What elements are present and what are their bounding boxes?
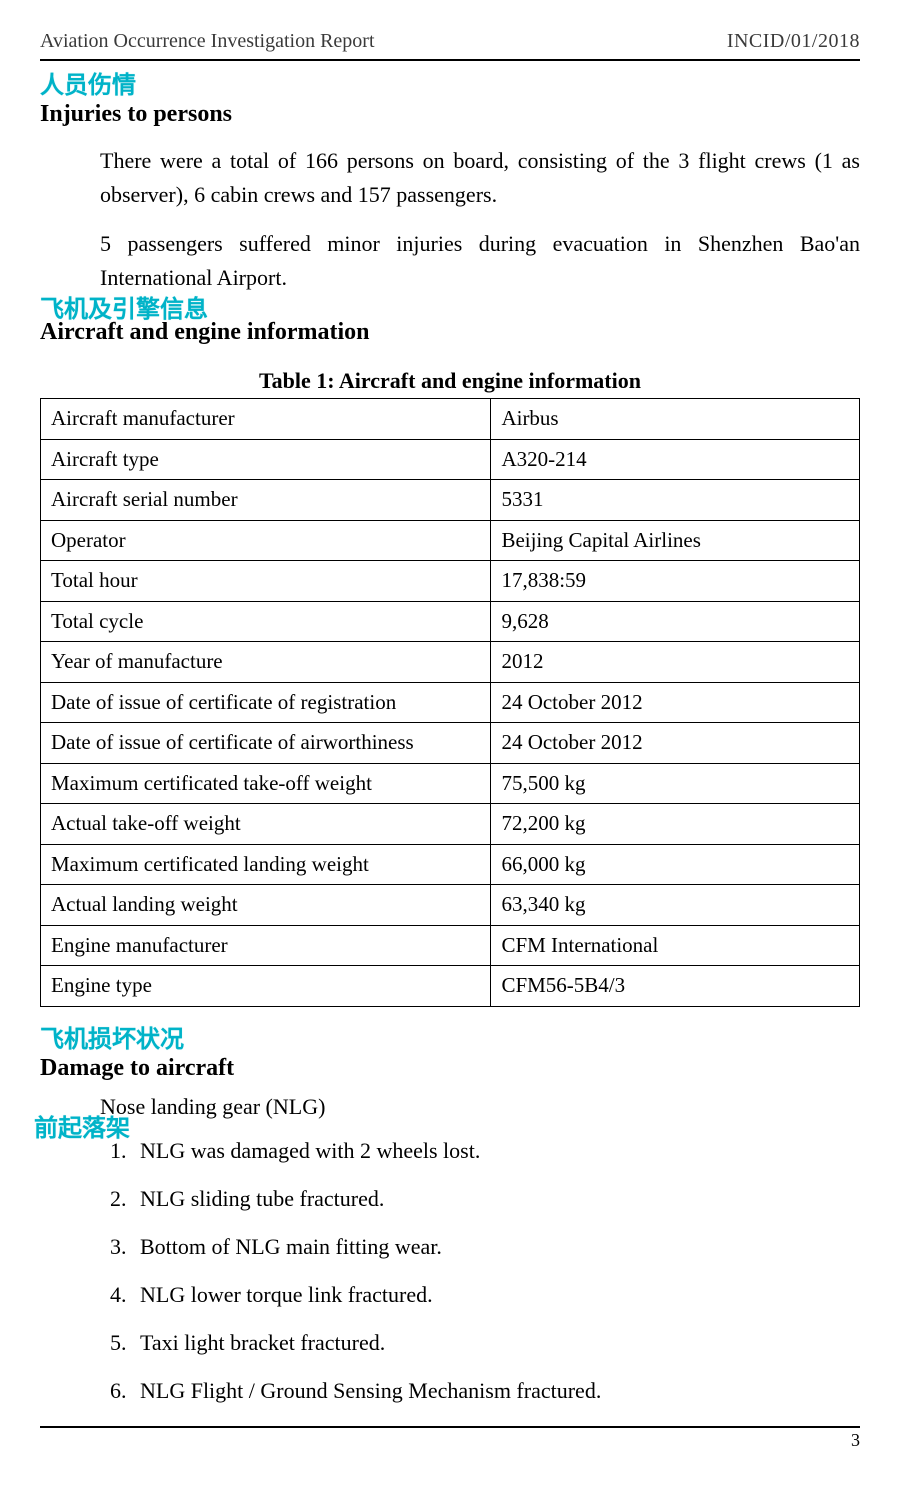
paragraph-1: There were a total of 166 persons on boa… — [100, 144, 860, 212]
table-cell-value: 2012 — [491, 642, 860, 683]
header-left: Aviation Occurrence Investigation Report — [40, 30, 375, 53]
table-cell-value: A320-214 — [491, 439, 860, 480]
table-row: Year of manufacture2012 — [41, 642, 860, 683]
table-row: Actual take-off weight72,200 kg — [41, 804, 860, 845]
table-row: Aircraft typeA320-214 — [41, 439, 860, 480]
table-cell-value: Airbus — [491, 399, 860, 440]
table-cell-label: Aircraft manufacturer — [41, 399, 491, 440]
table-cell-value: 9,628 — [491, 601, 860, 642]
table-cell-value: Beijing Capital Airlines — [491, 520, 860, 561]
damage-list: NLG was damaged with 2 wheels lost. NLG s… — [132, 1138, 860, 1404]
table-row: Date of issue of certificate of airworth… — [41, 723, 860, 764]
list-item: NLG was damaged with 2 wheels lost. — [132, 1138, 860, 1164]
table-row: Total hour17,838:59 — [41, 561, 860, 602]
page-number: 3 — [40, 1428, 860, 1451]
section-title-damage: Damage to aircraft — [40, 1055, 860, 1082]
table-cell-label: Engine manufacturer — [41, 925, 491, 966]
table-cell-label: Maximum certificated landing weight — [41, 844, 491, 885]
table-cell-value: CFM56-5B4/3 — [491, 966, 860, 1007]
aircraft-info-table: Aircraft manufacturerAirbusAircraft type… — [40, 398, 860, 1007]
table-row: Date of issue of certificate of registra… — [41, 682, 860, 723]
annotation-injuries: 人员伤情 — [40, 73, 860, 99]
table-cell-label: Aircraft serial number — [41, 480, 491, 521]
table-cell-label: Total cycle — [41, 601, 491, 642]
header-right: INCID/01/2018 — [727, 30, 860, 53]
table-caption: Table 1: Aircraft and engine information — [40, 368, 860, 394]
table-cell-value: 75,500 kg — [491, 763, 860, 804]
table-row: Actual landing weight63,340 kg — [41, 885, 860, 926]
table-cell-label: Date of issue of certificate of airworth… — [41, 723, 491, 764]
table-row: Maximum certificated take-off weight75,5… — [41, 763, 860, 804]
table-cell-label: Engine type — [41, 966, 491, 1007]
table-cell-value: 63,340 kg — [491, 885, 860, 926]
section-title-aircraft: Aircraft and engine information — [40, 319, 860, 346]
paragraph-2: 5 passengers suffered minor injuries dur… — [100, 227, 860, 295]
table-cell-label: Maximum certificated take-off weight — [41, 763, 491, 804]
table-cell-label: Actual landing weight — [41, 885, 491, 926]
damage-subheading: Nose landing gear (NLG) — [100, 1094, 860, 1120]
table-row: Engine typeCFM56-5B4/3 — [41, 966, 860, 1007]
table-cell-value: 72,200 kg — [491, 804, 860, 845]
annotation-nlg: 前起落架 — [34, 1116, 130, 1142]
annotation-damage: 飞机损坏状况 — [40, 1027, 860, 1053]
table-row: Aircraft serial number5331 — [41, 480, 860, 521]
list-item: Bottom of NLG main fitting wear. — [132, 1234, 860, 1260]
list-item: NLG Flight / Ground Sensing Mechanism fr… — [132, 1378, 860, 1404]
table-row: Total cycle9,628 — [41, 601, 860, 642]
list-item: NLG lower torque link fractured. — [132, 1282, 860, 1308]
table-cell-value: 66,000 kg — [491, 844, 860, 885]
table-row: OperatorBeijing Capital Airlines — [41, 520, 860, 561]
table-cell-label: Year of manufacture — [41, 642, 491, 683]
section-title-injuries: Injuries to persons — [40, 101, 860, 128]
list-item: NLG sliding tube fractured. — [132, 1186, 860, 1212]
table-cell-label: Actual take-off weight — [41, 804, 491, 845]
table-cell-label: Operator — [41, 520, 491, 561]
table-cell-value: 5331 — [491, 480, 860, 521]
table-cell-label: Date of issue of certificate of registra… — [41, 682, 491, 723]
document-page: Aviation Occurrence Investigation Report… — [0, 0, 900, 1471]
list-item: Taxi light bracket fractured. — [132, 1330, 860, 1356]
table-row: Engine manufacturerCFM International — [41, 925, 860, 966]
page-header: Aviation Occurrence Investigation Report… — [40, 30, 860, 61]
table-cell-value: 17,838:59 — [491, 561, 860, 602]
table-row: Aircraft manufacturerAirbus — [41, 399, 860, 440]
table-cell-value: 24 October 2012 — [491, 682, 860, 723]
table-cell-label: Total hour — [41, 561, 491, 602]
table-row: Maximum certificated landing weight66,00… — [41, 844, 860, 885]
table-cell-label: Aircraft type — [41, 439, 491, 480]
table-cell-value: 24 October 2012 — [491, 723, 860, 764]
table-cell-value: CFM International — [491, 925, 860, 966]
